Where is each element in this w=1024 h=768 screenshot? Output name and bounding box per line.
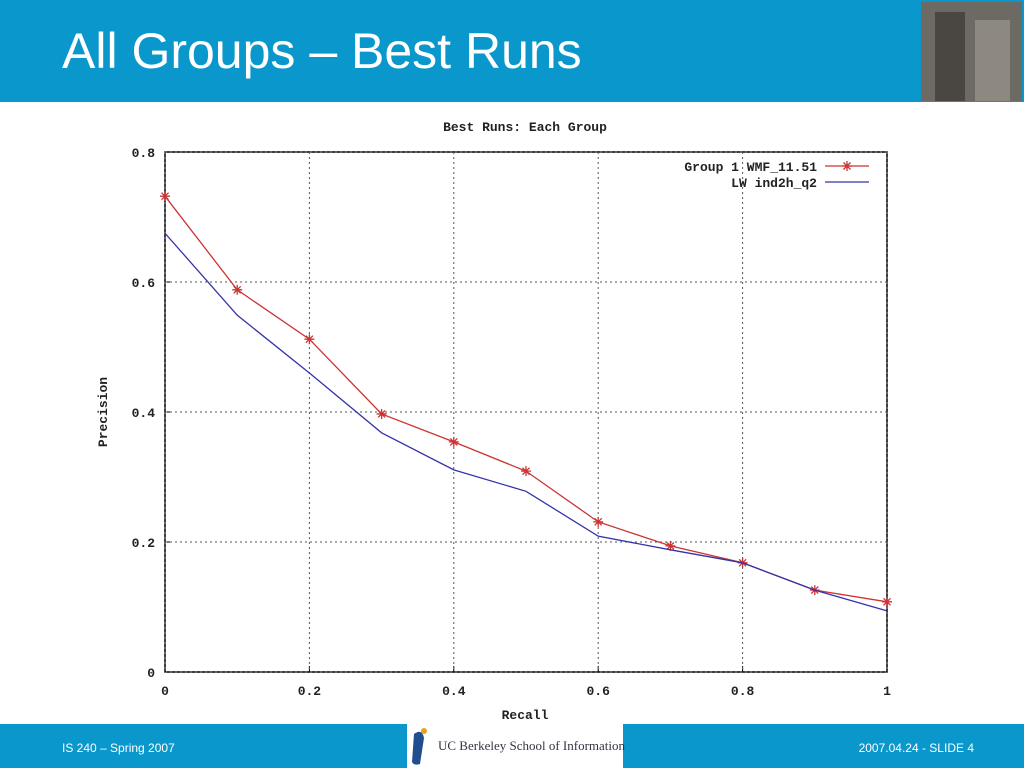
- point-marker: [376, 408, 387, 419]
- point-marker: [448, 436, 459, 447]
- footer-right: 2007.04.24 - SLIDE 4: [859, 741, 975, 755]
- photo-detail: [975, 20, 1010, 101]
- y-tick-label: 0.8: [132, 146, 156, 161]
- logo-icon: [412, 731, 424, 765]
- chart-title: Best Runs: Each Group: [443, 120, 607, 135]
- x-tick-label: 0.4: [442, 684, 466, 699]
- series-line: [164, 232, 888, 612]
- point-marker: [232, 284, 243, 295]
- series-line: [164, 195, 888, 603]
- x-axis-label: Recall: [502, 708, 549, 723]
- y-tick-label: 0.6: [132, 276, 156, 291]
- point-marker: [304, 334, 315, 345]
- y-tick-label: 0.2: [132, 536, 156, 551]
- x-tick-label: 0: [161, 684, 169, 699]
- point-marker: [882, 596, 892, 607]
- y-axis-label: Precision: [96, 377, 111, 447]
- point-marker: [160, 191, 170, 202]
- legend-label: LW ind2h_q2: [731, 176, 817, 191]
- x-tick-label: 0.2: [298, 684, 322, 699]
- x-tick-label: 0.6: [586, 684, 610, 699]
- x-tick-label: 0.8: [731, 684, 755, 699]
- legend-marker: [842, 161, 852, 171]
- photo-detail: [935, 12, 965, 101]
- footer-logo-box: [407, 724, 623, 768]
- point-marker: [521, 466, 531, 477]
- footer-logo: UC Berkeley School of Information: [438, 738, 626, 753]
- footer-left: IS 240 – Spring 2007: [62, 741, 175, 755]
- y-tick-label: 0.4: [132, 406, 156, 421]
- y-tick-label: 0: [147, 666, 155, 681]
- x-tick-label: 1: [883, 684, 891, 699]
- legend-label: Group 1 WMF_11.51: [684, 160, 817, 175]
- point-marker: [665, 540, 676, 551]
- point-marker: [593, 516, 604, 527]
- header-bar: [0, 0, 1024, 102]
- slide-title: All Groups – Best Runs: [62, 23, 582, 79]
- logo-dot: [421, 728, 427, 734]
